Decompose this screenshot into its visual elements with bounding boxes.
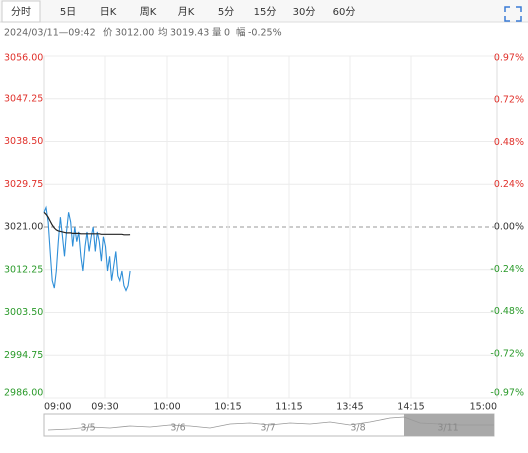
- info-avg: 3019.43: [170, 28, 209, 39]
- x-tick-label: 09:30: [91, 402, 118, 413]
- y-tick-label: 3012.25: [4, 264, 43, 275]
- tab[interactable]: 5日: [60, 7, 76, 18]
- tab[interactable]: 30分: [293, 6, 316, 18]
- expand-icon[interactable]: [504, 6, 522, 22]
- y-tick-label: 3047.25: [4, 93, 43, 104]
- y-tick-label: 3056.00: [4, 53, 43, 64]
- y2-tick-label: 0.24%: [494, 179, 524, 190]
- tab[interactable]: 分时: [11, 6, 31, 18]
- tab[interactable]: 60分: [333, 6, 356, 18]
- average-line: [43, 211, 131, 236]
- info-time: 2024/03/11—09:42: [4, 28, 96, 39]
- y2-tick-label: 0.72%: [494, 95, 524, 106]
- y2-tick-label: 0.00%: [494, 222, 524, 233]
- x-tick-label: 10:15: [214, 402, 241, 413]
- info-vol: 0: [224, 28, 230, 39]
- navigator-date: 3/5: [80, 423, 95, 434]
- y-tick-label: 3029.75: [4, 179, 43, 190]
- price-line: [43, 205, 131, 292]
- tab[interactable]: 周K: [140, 6, 157, 18]
- navigator-window[interactable]: [404, 414, 494, 436]
- y-tick-label: 3021.00: [4, 222, 43, 233]
- x-tick-label: 09:00: [44, 402, 71, 413]
- y-tick-label: 2994.75: [4, 350, 43, 361]
- info-price: 3012.00: [115, 28, 154, 39]
- tab[interactable]: 5分: [218, 6, 234, 18]
- info-amp-label: 幅: [236, 27, 246, 39]
- tab-bar: [0, 0, 528, 22]
- y2-tick-label: 0.48%: [494, 137, 524, 148]
- tab[interactable]: 15分: [254, 6, 277, 18]
- info-amp: -0.25%: [248, 28, 282, 39]
- y2-tick-label: -0.97%: [490, 388, 524, 399]
- x-tick-label: 11:15: [275, 402, 302, 413]
- navigator-date: 3/7: [260, 423, 275, 434]
- y-tick-label: 2986.00: [4, 388, 43, 399]
- info-price-label: 价: [103, 28, 113, 39]
- tab[interactable]: 月K: [178, 6, 195, 18]
- y-tick-label: 3038.50: [4, 136, 43, 147]
- y2-tick-label: -0.72%: [490, 348, 524, 359]
- x-tick-label: 15:00: [470, 402, 497, 413]
- info-avg-label: 均: [158, 27, 168, 39]
- y-tick-label: 3003.50: [4, 307, 43, 318]
- navigator-date: 3/8: [350, 423, 365, 434]
- x-tick-label: 13:45: [336, 402, 363, 413]
- x-tick-label: 14:15: [397, 402, 424, 413]
- info-vol-label: 量: [212, 28, 222, 39]
- active-tab-bg: [1, 0, 41, 23]
- y2-tick-label: -0.24%: [490, 264, 524, 275]
- navigator: [43, 413, 495, 437]
- y2-tick-label: -0.48%: [490, 306, 524, 317]
- y2-tick-label: 0.97%: [494, 53, 524, 64]
- navigator-date: 3/6: [170, 423, 185, 434]
- x-tick-label: 10:00: [153, 402, 180, 413]
- navigator-date: 3/11: [437, 423, 458, 434]
- tab[interactable]: 日K: [100, 7, 117, 18]
- navigator-line: [47, 416, 494, 431]
